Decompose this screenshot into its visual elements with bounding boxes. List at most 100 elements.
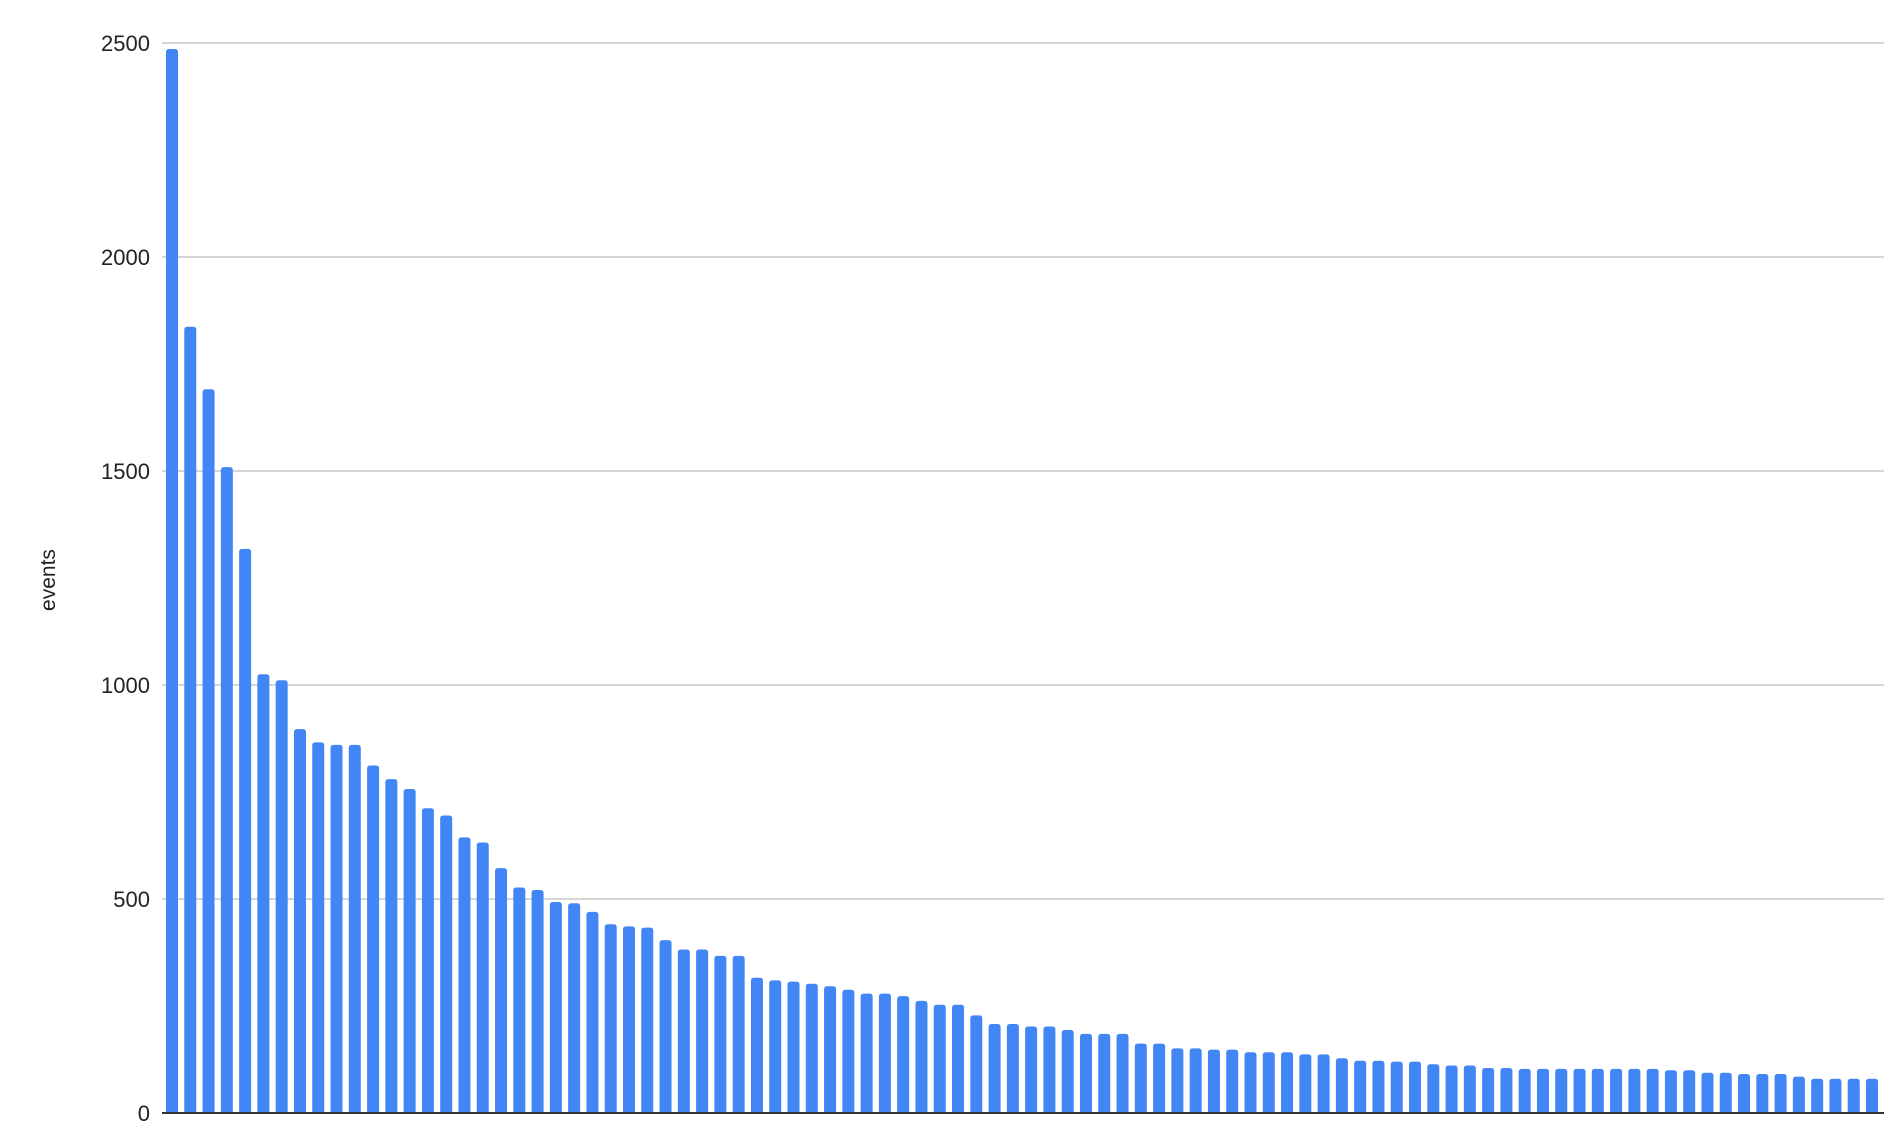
bar (805, 983, 818, 1113)
bar (458, 837, 471, 1113)
bar (1774, 1074, 1787, 1113)
bar (1719, 1072, 1732, 1113)
gridlines (162, 42, 1884, 900)
bar (897, 996, 910, 1113)
bar (239, 548, 252, 1113)
bar (1683, 1070, 1696, 1113)
bar (1281, 1052, 1294, 1113)
bars (166, 48, 1878, 1114)
bar (166, 48, 178, 1114)
bar (440, 815, 453, 1113)
bar (933, 1004, 946, 1113)
bar (257, 674, 270, 1113)
bar (476, 842, 489, 1113)
bar (988, 1023, 1001, 1113)
bar (622, 926, 635, 1113)
y-tick-label: 1000 (101, 673, 150, 698)
bar (1792, 1076, 1805, 1113)
bar (184, 326, 197, 1113)
bar (1427, 1064, 1440, 1113)
bar (586, 911, 599, 1113)
y-tick-label: 1500 (101, 459, 150, 484)
bar (824, 986, 837, 1113)
bar (970, 1015, 983, 1113)
bar (1317, 1054, 1330, 1113)
bar (1573, 1068, 1586, 1113)
bar (878, 993, 891, 1113)
bar (677, 949, 690, 1113)
bar (1409, 1061, 1422, 1113)
bar (1829, 1078, 1842, 1113)
bar (769, 980, 782, 1113)
bar (1536, 1068, 1549, 1113)
y-tick-label: 2500 (101, 31, 150, 56)
y-axis-label: events (37, 549, 60, 611)
bar (1591, 1068, 1604, 1113)
bar (732, 955, 745, 1113)
bar (787, 981, 800, 1113)
bar (1738, 1074, 1751, 1113)
bar (1354, 1060, 1367, 1113)
bar (1116, 1033, 1129, 1113)
bar (495, 868, 508, 1113)
bar (1390, 1061, 1403, 1113)
bar (1299, 1054, 1312, 1113)
bar (1043, 1026, 1056, 1113)
bar (696, 949, 709, 1113)
bar (915, 1000, 928, 1113)
bar (385, 779, 398, 1113)
bar (1701, 1072, 1714, 1113)
bar (1445, 1065, 1458, 1113)
bar (348, 744, 361, 1113)
bar (202, 389, 215, 1113)
bar (641, 927, 654, 1113)
bar (275, 680, 288, 1113)
bar (842, 989, 855, 1113)
bar (1518, 1068, 1531, 1113)
bar (1756, 1074, 1769, 1113)
bar (220, 467, 233, 1113)
bar (1610, 1068, 1623, 1113)
y-tick-label: 0 (138, 1101, 150, 1126)
bar (1811, 1078, 1824, 1113)
bar (1463, 1065, 1476, 1113)
bar (1244, 1052, 1257, 1113)
bar (1335, 1058, 1348, 1113)
bar (513, 887, 526, 1113)
bar (568, 903, 581, 1113)
bar (1207, 1049, 1220, 1113)
bar (403, 789, 416, 1113)
y-tick-label: 2000 (101, 245, 150, 270)
bar (1226, 1049, 1239, 1113)
bar (1134, 1043, 1147, 1113)
bar (1847, 1078, 1860, 1113)
bar (293, 729, 306, 1113)
bar (421, 808, 434, 1113)
y-axis-ticks: 0 500 1000 1500 2000 2500 (101, 31, 150, 1126)
bar (1664, 1070, 1677, 1113)
bar (714, 955, 727, 1113)
bar (1098, 1033, 1111, 1113)
bar (952, 1004, 965, 1113)
bar (549, 901, 562, 1113)
bar (1646, 1068, 1659, 1113)
bar (1628, 1068, 1641, 1113)
bar (330, 744, 343, 1113)
bar (1189, 1048, 1202, 1113)
bar (1372, 1060, 1385, 1113)
bar (1555, 1068, 1568, 1113)
bar (1025, 1026, 1038, 1113)
bar (1262, 1052, 1275, 1113)
bar (1153, 1043, 1166, 1113)
bar (1006, 1023, 1019, 1113)
bar (750, 977, 763, 1113)
bar (1061, 1029, 1074, 1113)
bar (1866, 1078, 1878, 1113)
bar (367, 765, 380, 1113)
y-tick-label: 500 (113, 887, 150, 912)
bar (860, 993, 873, 1113)
bar (531, 890, 544, 1113)
bar (1079, 1033, 1092, 1113)
bar (1500, 1068, 1513, 1113)
